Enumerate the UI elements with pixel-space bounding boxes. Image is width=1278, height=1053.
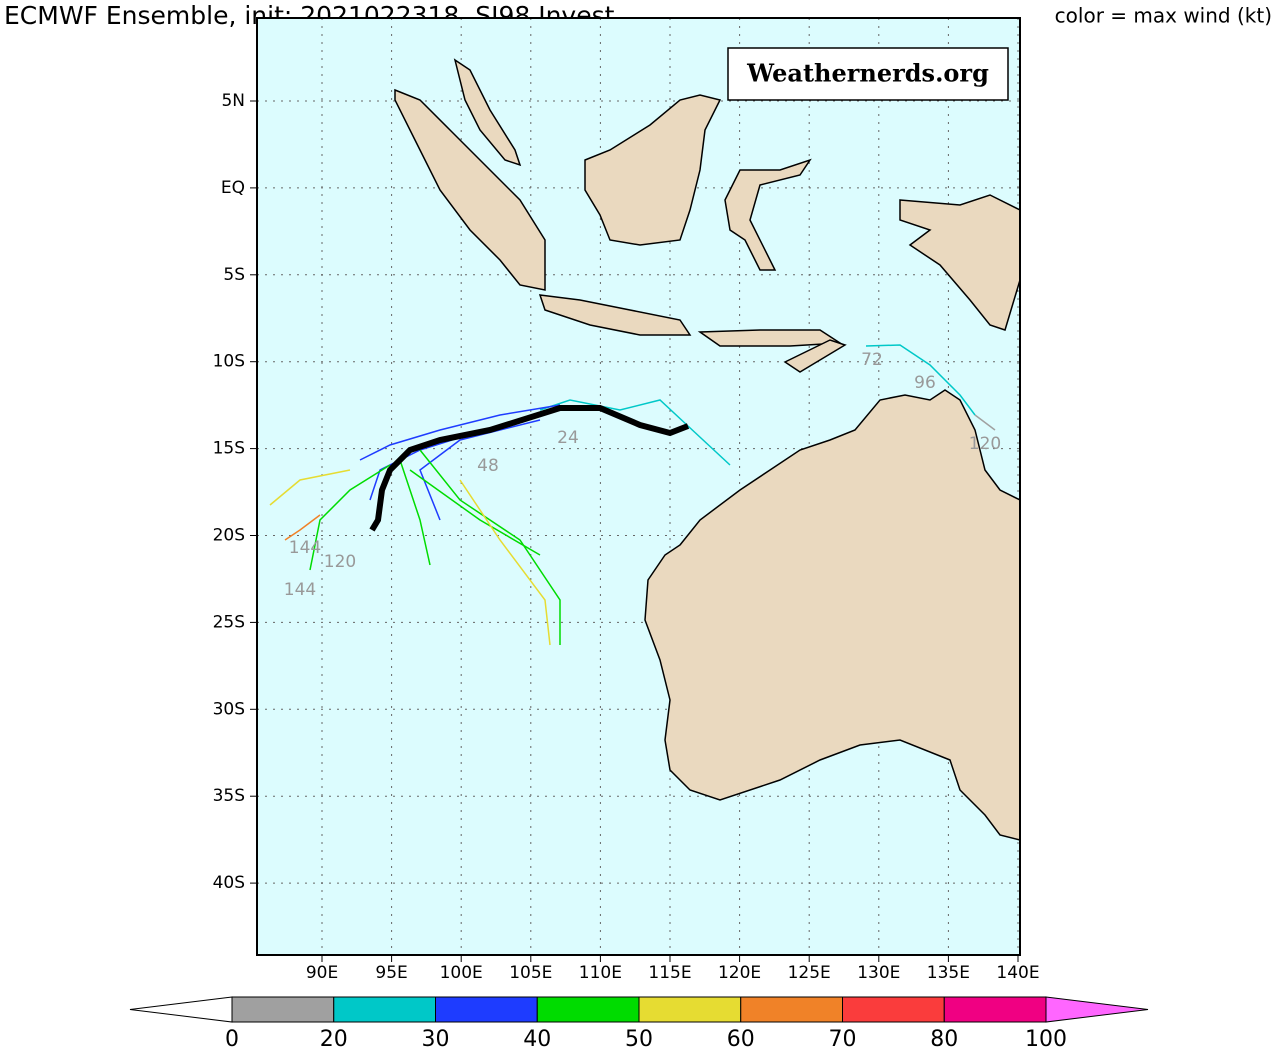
watermark-box bbox=[727, 47, 1009, 101]
track bbox=[399, 459, 431, 566]
lon-label: 100E bbox=[440, 963, 483, 983]
track-hour-label: 120 bbox=[324, 552, 356, 572]
lon-label: 115E bbox=[648, 963, 691, 983]
colorbar-over bbox=[1045, 996, 1149, 1023]
new-guinea bbox=[899, 194, 1021, 331]
track bbox=[539, 399, 689, 427]
lat-label: 15S bbox=[213, 439, 245, 459]
colorbar-swatch bbox=[231, 996, 335, 1023]
lat-label: 30S bbox=[213, 699, 245, 719]
track bbox=[409, 469, 541, 556]
legend-title: color = max wind (kt) bbox=[1055, 4, 1272, 28]
track-hour-label: 48 bbox=[477, 456, 499, 476]
ensemble-tracks bbox=[269, 344, 996, 646]
lat-label: 5S bbox=[223, 265, 245, 285]
sulawesi bbox=[724, 158, 812, 271]
lat-label: EQ bbox=[221, 178, 245, 198]
track bbox=[687, 425, 731, 466]
track-hour-label: 120 bbox=[969, 434, 1001, 454]
track bbox=[459, 479, 551, 646]
java bbox=[538, 294, 692, 336]
colorbar-label: 60 bbox=[727, 1027, 755, 1052]
track-hour-label: 72 bbox=[861, 350, 883, 370]
colorbar-label: 40 bbox=[523, 1027, 551, 1052]
colorbar-swatch bbox=[435, 996, 538, 1023]
track bbox=[359, 404, 561, 461]
colorbar-swatch bbox=[740, 996, 843, 1023]
land bbox=[394, 58, 1021, 841]
lon-label: 125E bbox=[788, 963, 831, 983]
lon-label: 110E bbox=[579, 963, 622, 983]
mean-track bbox=[369, 405, 690, 532]
track bbox=[284, 514, 321, 541]
track-hour-label: 144 bbox=[284, 580, 316, 600]
lat-label: 40S bbox=[213, 873, 245, 893]
colorbar-swatch bbox=[943, 996, 1047, 1023]
track bbox=[974, 414, 996, 431]
lat-label: 35S bbox=[213, 786, 245, 806]
lon-label: 140E bbox=[996, 963, 1039, 983]
malay-peninsula bbox=[453, 58, 522, 167]
colorbar-swatch bbox=[536, 996, 640, 1023]
track bbox=[865, 344, 976, 416]
colorbar-label: 30 bbox=[422, 1027, 450, 1052]
track-hour-label: 96 bbox=[914, 373, 936, 393]
timor bbox=[783, 339, 847, 373]
lon-label: 105E bbox=[509, 963, 552, 983]
lon-label: 95E bbox=[375, 963, 407, 983]
lesser-sundas bbox=[697, 329, 843, 347]
lat-label: 5N bbox=[221, 91, 245, 111]
colorbar-swatch bbox=[842, 996, 945, 1023]
track bbox=[309, 464, 391, 571]
colorbar-swatch bbox=[333, 996, 436, 1023]
map-frame bbox=[256, 17, 1021, 956]
lon-label: 90E bbox=[306, 963, 338, 983]
colorbar-label: 100 bbox=[1025, 1027, 1067, 1052]
colorbar-label: 50 bbox=[625, 1027, 653, 1052]
lat-label: 20S bbox=[213, 526, 245, 546]
sumatra bbox=[394, 88, 546, 291]
australia bbox=[644, 389, 1021, 841]
colorbar-label: 0 bbox=[225, 1027, 239, 1052]
track-hour-label: 24 bbox=[557, 428, 579, 448]
colorbar-label: 80 bbox=[930, 1027, 958, 1052]
lon-label: 130E bbox=[857, 963, 900, 983]
colorbar-swatch bbox=[638, 996, 742, 1023]
colorbar-under bbox=[129, 996, 233, 1023]
watermark: Weathernerds.org bbox=[746, 59, 989, 88]
colorbar-label: 70 bbox=[829, 1027, 857, 1052]
lat-label: 25S bbox=[213, 612, 245, 632]
track bbox=[269, 469, 351, 506]
colorbar-label: 20 bbox=[320, 1027, 348, 1052]
borneo bbox=[584, 94, 722, 246]
lat-label: 10S bbox=[213, 352, 245, 372]
lon-label: 135E bbox=[927, 963, 970, 983]
lon-label: 120E bbox=[718, 963, 761, 983]
track bbox=[419, 449, 561, 645]
track-hour-label: 144 bbox=[289, 538, 321, 558]
